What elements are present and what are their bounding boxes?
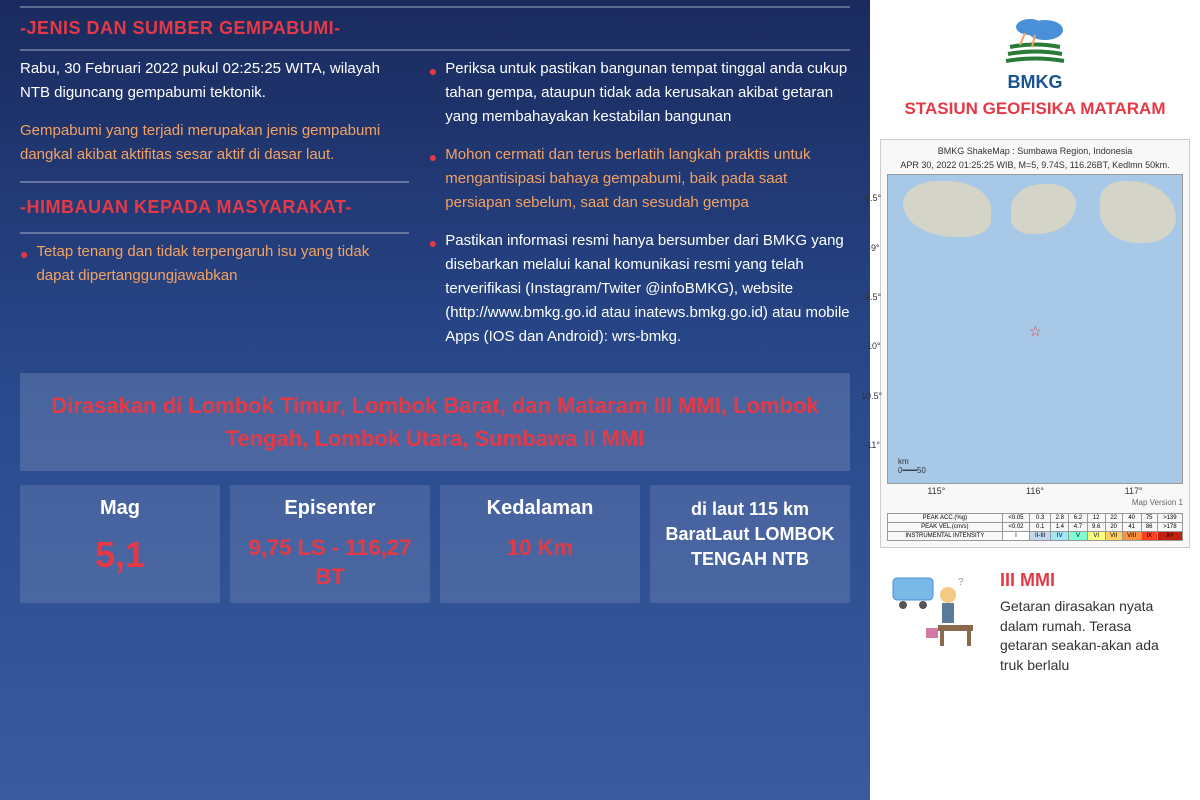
mmi-info-box: ? III MMI Getaran dirasakan nyata dalam … (880, 562, 1190, 683)
stat-value: 5,1 (28, 534, 212, 576)
advice-item: ● Pastikan informasi resmi hanya bersumb… (429, 229, 850, 349)
shakemap-box: BMKG ShakeMap : Sumbawa Region, Indonesi… (880, 139, 1190, 548)
bullet-icon: ● (20, 243, 28, 288)
stat-epicenter: Episenter 9,75 LS - 116,27 BT (230, 485, 430, 603)
stat-location: di laut 115 km BaratLaut LOMBOK TENGAH N… (650, 485, 850, 603)
left-column: Rabu, 30 Februari 2022 pukul 02:25:25 WI… (20, 57, 409, 363)
stat-label: Kedalaman (448, 497, 632, 520)
org-abbr: BMKG (880, 72, 1190, 93)
stat-value: 9,75 LS - 116,27 BT (238, 534, 422, 591)
advice-item: ● Mohon cermati dan terus berlatih langk… (429, 143, 850, 215)
right-column: ● Periksa untuk pastikan bangunan tempat… (429, 57, 850, 363)
logo-area: BMKG STASIUN GEOFISIKA MATARAM (880, 10, 1190, 129)
stat-magnitude: Mag 5,1 (20, 485, 220, 603)
advice-text: Pastikan informasi resmi hanya bersumber… (445, 229, 850, 349)
stat-location-text: di laut 115 km BaratLaut LOMBOK TENGAH N… (658, 497, 842, 573)
stat-label: Episenter (238, 497, 422, 520)
appeal-item: ● Tetap tenang dan tidak terpengaruh isu… (20, 240, 409, 288)
mmi-text: III MMI Getaran dirasakan nyata dalam ru… (1000, 570, 1182, 675)
bullet-icon: ● (429, 146, 437, 215)
felt-summary: Dirasakan di Lombok Timur, Lombok Barat,… (20, 373, 850, 471)
mmi-illustration-icon: ? (888, 570, 988, 650)
bullet-icon: ● (429, 60, 437, 129)
advice-text: Mohon cermati dan terus berlatih langkah… (445, 143, 850, 215)
stat-depth: Kedalaman 10 Km (440, 485, 640, 603)
map-scale: km0━━━50 (898, 457, 926, 475)
map-subtitle: APR 30, 2022 01:25:25 WIB, M=5, 9.74S, 1… (887, 160, 1183, 170)
mmi-level: III MMI (1000, 570, 1182, 591)
svg-text:?: ? (958, 577, 964, 588)
appeal-text: Tetap tenang dan tidak terpengaruh isu y… (36, 240, 408, 288)
stat-value: 10 Km (448, 534, 632, 563)
left-panel: -JENIS DAN SUMBER GEMPABUMI- Rabu, 30 Fe… (0, 0, 870, 800)
mmi-description: Getaran dirasakan nyata dalam rumah. Ter… (1000, 597, 1182, 675)
advice-item: ● Periksa untuk pastikan bangunan tempat… (429, 57, 850, 129)
map-title: BMKG ShakeMap : Sumbawa Region, Indonesi… (887, 146, 1183, 156)
bullet-icon: ● (429, 232, 437, 349)
station-name: STASIUN GEOFISIKA MATARAM (880, 99, 1190, 119)
main-layout: -JENIS DAN SUMBER GEMPABUMI- Rabu, 30 Fe… (0, 0, 1200, 800)
content-columns: Rabu, 30 Februari 2022 pukul 02:25:25 WI… (20, 57, 850, 363)
shakemap-chart: ☆ -8.5° -9° -9.5° -10° -10.5° -11° km0━━… (887, 174, 1183, 484)
type-description: Gempabumi yang terjadi merupakan jenis g… (20, 119, 409, 167)
section-type-source: -JENIS DAN SUMBER GEMPABUMI- (20, 14, 850, 43)
intro-text: Rabu, 30 Februari 2022 pukul 02:25:25 WI… (20, 57, 409, 105)
stat-label: Mag (28, 497, 212, 520)
epicenter-star-icon: ☆ (1029, 323, 1042, 340)
right-panel: BMKG STASIUN GEOFISIKA MATARAM BMKG Shak… (870, 0, 1200, 800)
advice-text: Periksa untuk pastikan bangunan tempat t… (445, 57, 850, 129)
bmkg-logo-icon (990, 15, 1080, 70)
mmi-legend-table: PEAK ACC.(%g)<0.050.32.86.212224075>139 … (887, 513, 1183, 541)
section-appeal: -HIMBAUAN KEPADA MASYARAKAT- (20, 189, 409, 226)
stats-row: Mag 5,1 Episenter 9,75 LS - 116,27 BT Ke… (20, 485, 850, 603)
